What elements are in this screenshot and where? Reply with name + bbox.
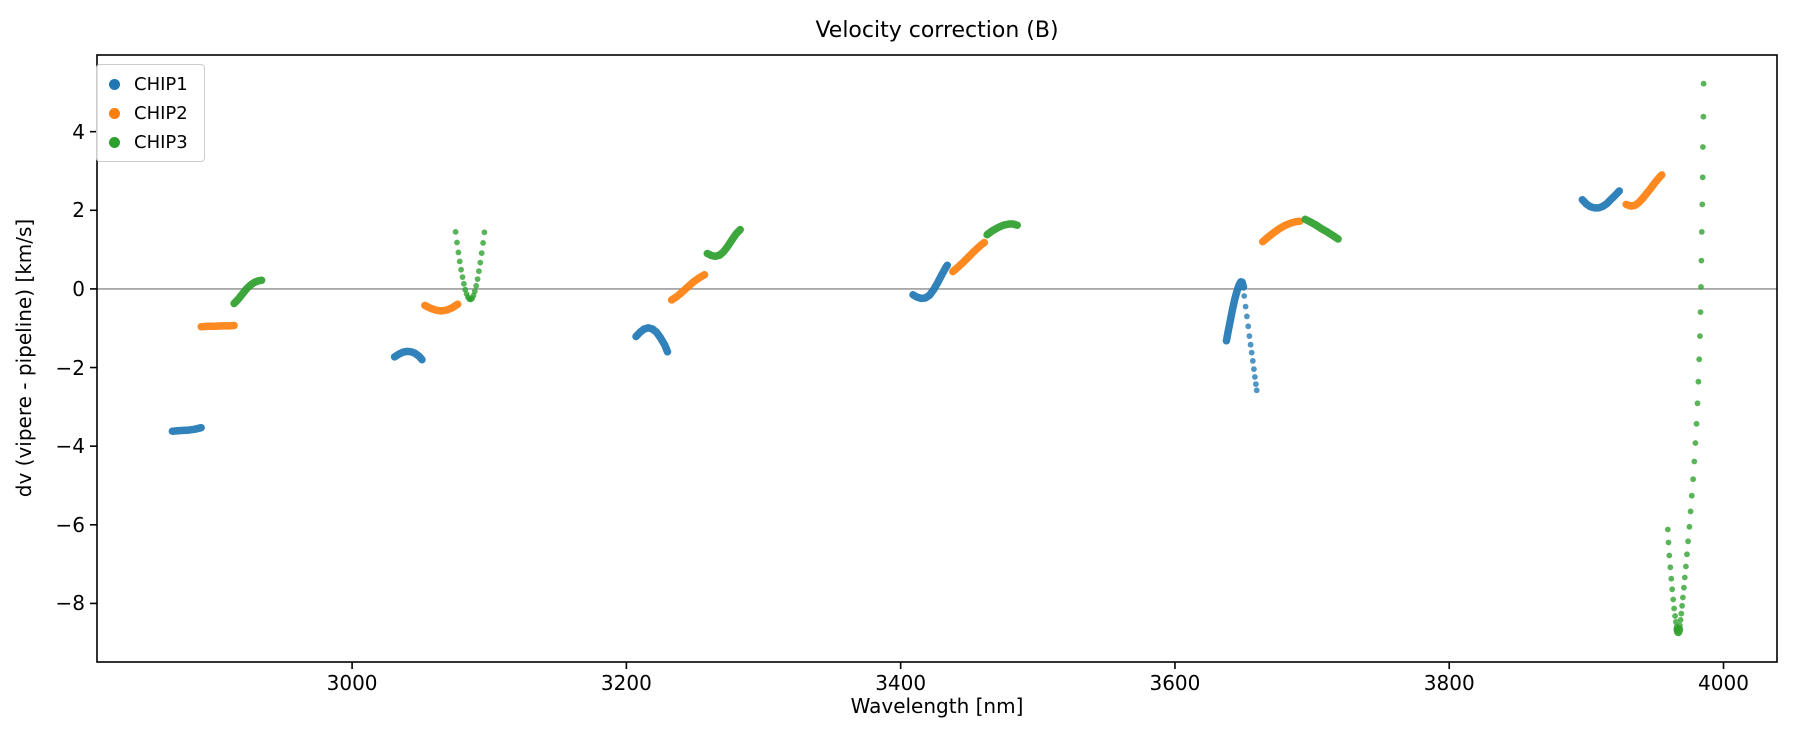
legend-label-chip2: CHIP2 xyxy=(134,102,188,124)
x-tick-label: 3200 xyxy=(600,671,652,695)
legend-item-chip1: CHIP1 xyxy=(109,73,188,95)
x-axis-label: Wavelength [nm] xyxy=(850,694,1024,718)
x-tick-label: 3600 xyxy=(1149,671,1201,695)
x-tick-label: 3000 xyxy=(326,671,378,695)
y-tick-label: −4 xyxy=(55,434,85,459)
page-title: Velocity correction (B) xyxy=(815,18,1059,43)
legend-item-chip3: CHIP3 xyxy=(109,131,188,153)
y-tick-label: 0 xyxy=(72,276,85,301)
y-tick-label: −8 xyxy=(55,591,85,616)
y-tick-label: 4 xyxy=(72,119,85,144)
legend-label-chip3: CHIP3 xyxy=(134,131,188,153)
y-tick-label: −6 xyxy=(55,512,85,537)
legend-item-chip2: CHIP2 xyxy=(109,102,188,124)
x-tick-label: 3400 xyxy=(875,671,927,695)
x-tick-label: 3800 xyxy=(1423,671,1475,695)
chip1-marker-icon xyxy=(109,78,120,90)
legend-label-chip1: CHIP1 xyxy=(134,73,188,95)
chip3-marker-icon xyxy=(109,136,120,148)
chip2-marker-icon xyxy=(109,107,120,119)
y-tick-label: 2 xyxy=(72,198,85,223)
y-tick-label: −2 xyxy=(55,355,85,380)
legend: CHIP1 CHIP2 CHIP3 xyxy=(96,64,205,162)
x-tick-label: 4000 xyxy=(1698,671,1749,695)
